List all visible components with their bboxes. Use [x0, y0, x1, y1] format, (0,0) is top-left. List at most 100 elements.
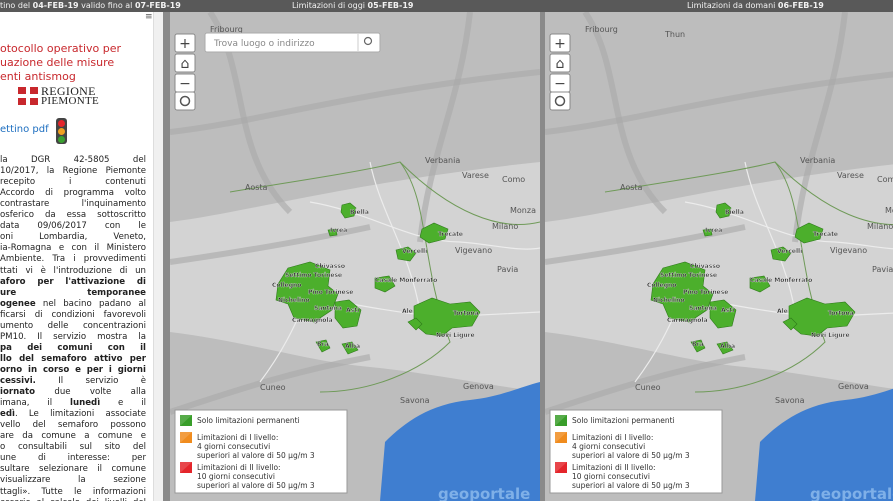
text-segment: data 09/06/2017 con le: [0, 221, 146, 232]
place-label: Pavia: [497, 265, 518, 274]
place-label: Santena: [314, 305, 342, 312]
paragraph-line: ficarsi di condizioni favorevoli: [0, 310, 146, 321]
legend-text: superiori al valore di 50 µg/m 3: [572, 481, 690, 490]
legend-box: [174, 409, 348, 494]
text-segment: llo del semaforo attivo per: [0, 353, 146, 364]
legend-text: 10 giorni consecutivi: [197, 472, 275, 481]
text-segment: oni Lombardia, Veneto,: [0, 232, 146, 243]
place-label: Pino Torinese: [683, 289, 728, 296]
control-icon: ⌂: [181, 56, 190, 72]
logo-text: REGIONE: [41, 84, 96, 98]
place-label: Fribourg: [210, 25, 243, 34]
legend-swatch-base: [555, 462, 567, 473]
zoom-control[interactable]: [549, 33, 571, 53]
text-segment: are da comune a comune e: [0, 431, 146, 442]
side-panel: ≡ otocollo operativo per uazione delle mi…: [0, 12, 163, 501]
text-segment: due volte alla: [35, 387, 146, 398]
place-label: Alba: [345, 343, 360, 350]
paragraph-line: Accordo di programma volto: [0, 188, 146, 199]
place-label: Santena: [689, 305, 717, 312]
logo: REGIONE PIEMONTE: [18, 84, 118, 109]
zoom-control[interactable]: [549, 53, 571, 73]
paragraph-line: pa dei comuni con il: [0, 343, 146, 354]
place-label: Varese: [462, 171, 489, 180]
place-label: Chivasso: [315, 263, 345, 270]
paragraph-line: vello del semaforo possono: [0, 420, 146, 431]
legend-text: Limitazioni di II livello:: [197, 463, 281, 472]
paragraph-line: ogenee nel bacino padano al: [0, 299, 146, 310]
place-label: Ivrea: [705, 227, 722, 234]
text-segment: la DGR 42-5805 del: [0, 155, 146, 165]
paragraph-line: iornato due volte alla: [0, 387, 146, 398]
text-segment: o consultabili sul sito del: [0, 442, 146, 453]
paragraph-line: ure temporanee: [0, 288, 146, 299]
place-label: Settimo Torinese: [285, 272, 342, 279]
sea: [380, 382, 540, 501]
menu-icon[interactable]: ≡: [145, 12, 153, 22]
place-label: Chivasso: [690, 263, 720, 270]
municipality-area: [715, 202, 732, 219]
place-label: Bra: [317, 341, 329, 348]
place-label: Vigevano: [455, 246, 492, 255]
refresh-control[interactable]: [174, 91, 196, 111]
legend-swatch-base: [555, 432, 567, 443]
place-label: Trecate: [813, 231, 838, 238]
refresh-icon: [179, 95, 191, 107]
text-segment: Accordo di programma volto: [0, 188, 146, 199]
municipality-area: [341, 341, 359, 355]
text-segment: pa dei comuni con il: [0, 342, 146, 353]
paragraph-line: imana, il lunedì e il: [0, 398, 146, 409]
pdf-link[interactable]: ettino pdf: [0, 124, 49, 135]
text-segment: edì: [0, 409, 15, 420]
municipality-area: [374, 275, 396, 293]
watermark: geoportale: [810, 485, 893, 501]
paragraph-line: 10/2017, la Regione Piemonte: [0, 166, 146, 177]
text-segment: 04-FEB-19: [32, 1, 79, 10]
legend-swatch-base: [180, 415, 192, 426]
map-title: Limitazioni di oggi 05-FEB-19: [292, 0, 413, 12]
text-segment: osferico da essa sottoscritto: [0, 210, 146, 221]
place-label: Varese: [837, 171, 864, 180]
road: [744, 161, 796, 313]
zoom-control[interactable]: [174, 33, 196, 53]
place-label: Vigevano: [830, 246, 867, 255]
place-label: Vercelli: [402, 248, 427, 255]
road: [369, 161, 421, 313]
place-label: Novi Ligure: [436, 332, 475, 339]
scrollbar[interactable]: [153, 12, 163, 501]
light: [58, 120, 65, 127]
paragraph-line: contrastare l'inquinamento: [0, 199, 146, 210]
ridge: [792, 12, 848, 243]
municipality-area: [315, 339, 331, 353]
control-icon: −: [179, 76, 191, 92]
control-icon: −: [554, 76, 566, 92]
municipality-area: [782, 317, 798, 331]
place-label: Casale Monferrato: [750, 277, 812, 284]
search-box[interactable]: [204, 32, 381, 53]
place-label: Carmagnola: [292, 317, 333, 324]
municipality-area: [788, 297, 856, 337]
watermark: geoportale: [438, 485, 530, 501]
paragraph-line: la DGR 42-5805 del: [0, 155, 146, 166]
text-segment: e il: [100, 398, 146, 409]
place-label: Trecate: [438, 231, 463, 238]
refresh-control[interactable]: [549, 91, 571, 111]
text-segment: nel bacino padano al: [35, 298, 146, 309]
text-segment: 06-FEB-19: [777, 1, 824, 10]
text-segment: Limitazioni da domani: [687, 1, 778, 10]
legend-swatch-base: [180, 432, 192, 443]
sea: [755, 388, 893, 501]
place-label: Monza: [510, 206, 536, 215]
text-segment: orno in corso e per i giorni: [0, 364, 146, 375]
paragraph-line: ttati vi è l'introduzione di un: [0, 266, 146, 277]
place-label: Como: [502, 175, 525, 184]
legend: Solo limitazioni permanenti Limitazioni d…: [174, 409, 348, 494]
place-label: Collegno: [647, 282, 676, 289]
zoom-control[interactable]: [174, 53, 196, 73]
legend-text: Limitazioni di I livello:: [572, 433, 653, 442]
place-label: Nichelino: [653, 297, 684, 304]
municipality-area: [407, 317, 423, 331]
text-segment: une di interesse: per: [0, 453, 146, 464]
